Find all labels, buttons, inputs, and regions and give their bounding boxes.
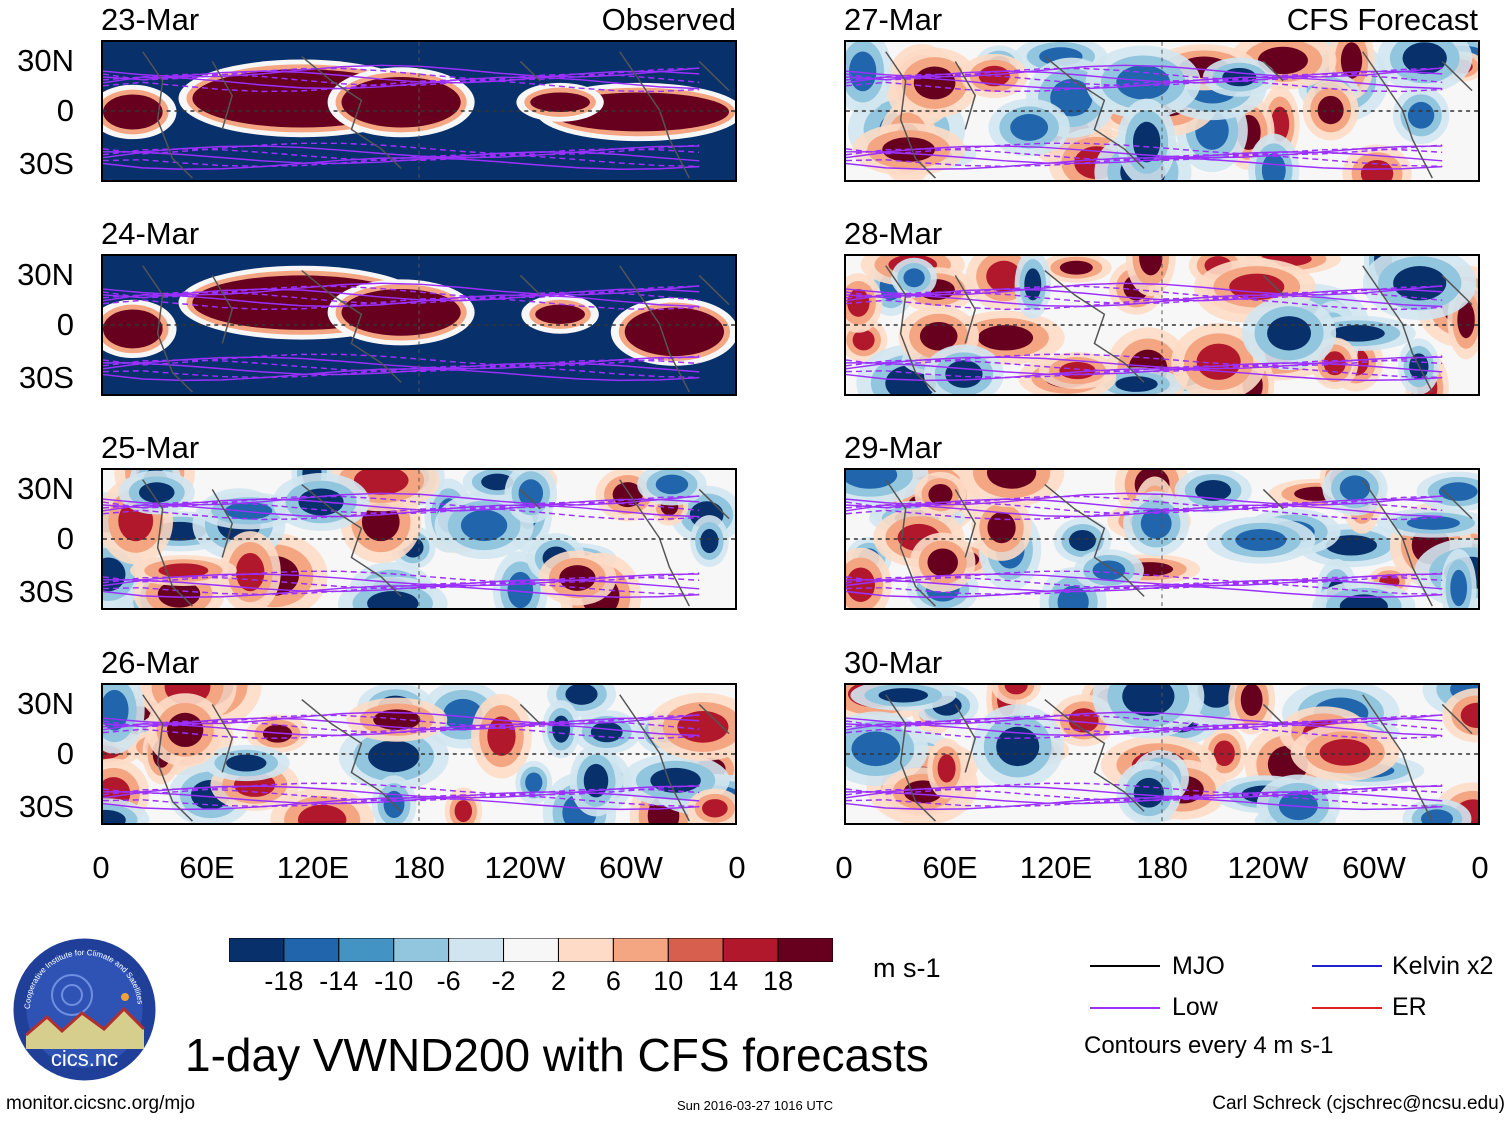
map-panel-24-mar — [101, 254, 737, 396]
legend-line-kelvin — [1312, 965, 1382, 967]
contour-note: Contours every 4 m s-1 — [1084, 1032, 1334, 1059]
x-tick-label: 0 — [835, 850, 853, 885]
legend-label-er: ER — [1392, 993, 1427, 1021]
map-panel-30-mar — [844, 683, 1480, 825]
map-panel-23-mar — [101, 40, 737, 182]
x-tick-label: 0 — [92, 850, 110, 885]
y-tick-label: 30N — [17, 686, 74, 721]
x-tick-label: 120E — [1019, 850, 1093, 885]
legend-label-low: Low — [1172, 993, 1218, 1021]
legend-label-kelvin: Kelvin x2 — [1392, 952, 1494, 980]
colorbar-tick-label: -2 — [491, 966, 516, 996]
y-tick-label: 30N — [17, 257, 74, 292]
x-tick-label: 120W — [484, 850, 566, 885]
x-tick-label: 180 — [393, 850, 445, 885]
y-tick-label: 30S — [18, 146, 74, 181]
y-tick-label: 0 — [56, 521, 74, 556]
colorbar-segment — [393, 938, 450, 962]
colorbar-segment — [448, 938, 505, 962]
y-tick-label: 30N — [17, 471, 74, 506]
x-tick-label: 60E — [922, 850, 978, 885]
x-tick-label: 60E — [179, 850, 235, 885]
forecast-label: CFS Forecast — [1286, 2, 1478, 37]
colorbar-segment — [283, 938, 340, 962]
colorbar-segment — [557, 938, 614, 962]
map-panel-25-mar — [101, 468, 737, 610]
colorbar-segment — [612, 938, 669, 962]
panel-date-27-mar: 27-Mar — [844, 2, 943, 37]
colorbar-tick-label: -14 — [319, 966, 359, 996]
panel-date-26-mar: 26-Mar — [101, 645, 200, 680]
legend-label-mjo: MJO — [1172, 952, 1225, 980]
y-tick-label: 30N — [17, 43, 74, 78]
y-tick-label: 0 — [56, 307, 74, 342]
panel-date-30-mar: 30-Mar — [844, 645, 943, 680]
map-panel-29-mar — [844, 468, 1480, 610]
x-tick-label: 120W — [1227, 850, 1309, 885]
y-tick-label: 0 — [56, 736, 74, 771]
legend-line-er — [1312, 1007, 1382, 1009]
colorbar-segment — [229, 938, 285, 962]
colorbar-segment — [503, 938, 559, 962]
colorbar-tick-label: -18 — [264, 966, 304, 996]
units-label: m s-1 — [873, 953, 941, 983]
panel-date-24-mar: 24-Mar — [101, 216, 200, 251]
x-tick-label: 0 — [1471, 850, 1489, 885]
colorbar-segment — [777, 938, 833, 962]
panel-date-23-mar: 23-Mar — [101, 2, 200, 37]
x-tick-label: 60W — [1342, 850, 1406, 885]
colorbar-tick-label: 10 — [653, 966, 684, 996]
colorbar-tick-label: -10 — [374, 966, 414, 996]
colorbar-tick-label: -6 — [436, 966, 461, 996]
y-tick-label: 30S — [18, 789, 74, 824]
legend-line-mjo — [1090, 965, 1160, 967]
y-tick-label: 0 — [56, 93, 74, 128]
colorbar-segment — [722, 938, 779, 962]
colorbar-tick-label: 2 — [550, 966, 566, 996]
y-tick-label: 30S — [18, 574, 74, 609]
panel-date-28-mar: 28-Mar — [844, 216, 943, 251]
x-tick-label: 120E — [276, 850, 350, 885]
colorbar-tick-label: 6 — [605, 966, 621, 996]
x-tick-label: 0 — [728, 850, 746, 885]
map-panel-28-mar — [844, 254, 1480, 396]
panel-date-29-mar: 29-Mar — [844, 430, 943, 465]
observed-label: Observed — [601, 2, 736, 37]
x-tick-label: 60W — [599, 850, 663, 885]
map-panel-26-mar — [101, 683, 737, 825]
logo-name: cics.nc — [51, 1046, 118, 1071]
colorbar-tick-label: 14 — [708, 966, 739, 996]
cics-logo: Cooperative Institute for Climate and Sa… — [12, 937, 157, 1082]
footer-url[interactable]: monitor.cicsnc.org/mjo — [6, 1093, 196, 1114]
colorbar-segment — [667, 938, 724, 962]
colorbar — [229, 938, 833, 962]
panel-date-25-mar: 25-Mar — [101, 430, 200, 465]
map-panel-27-mar — [844, 40, 1480, 182]
colorbar-tick-label: 18 — [763, 966, 794, 996]
footer-credit: Carl Schreck (cjschrec@ncsu.edu) — [1212, 1093, 1505, 1114]
x-tick-label: 180 — [1136, 850, 1188, 885]
footer-timestamp: Sun 2016-03-27 1016 UTC — [676, 1098, 834, 1113]
figure-title: 1-day VWND200 with CFS forecasts — [185, 1029, 929, 1081]
colorbar-segment — [338, 938, 395, 962]
legend-line-low — [1090, 1007, 1160, 1009]
y-tick-label: 30S — [18, 360, 74, 395]
